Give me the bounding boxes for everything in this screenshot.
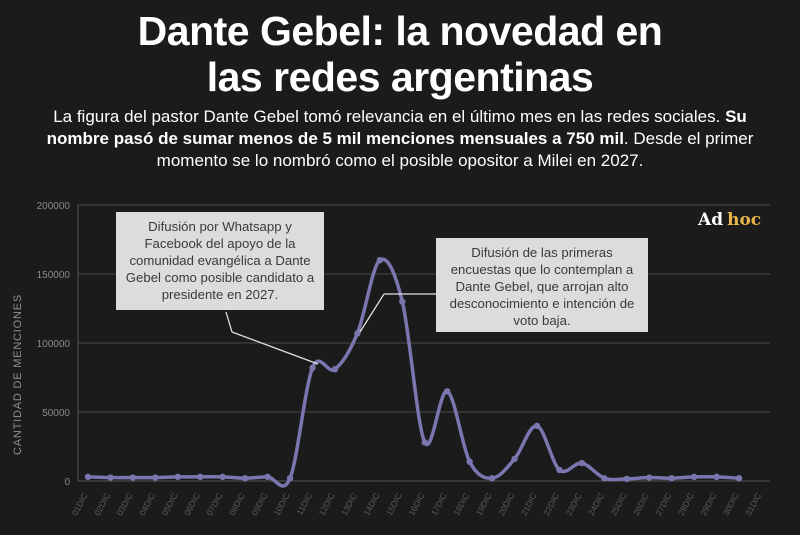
x-tick-label: 18DIC xyxy=(451,491,471,517)
data-point xyxy=(556,466,563,474)
x-tick-label: 16DIC xyxy=(406,491,426,517)
data-point xyxy=(713,473,720,481)
title-line-1: Dante Gebel: la novedad en xyxy=(137,8,663,54)
data-point xyxy=(578,459,586,467)
data-point xyxy=(264,473,271,481)
annotation-encuestas: Difusión de las primeras encuestas que l… xyxy=(436,238,648,332)
x-tick-label: 17DIC xyxy=(429,491,449,517)
data-point xyxy=(444,388,451,395)
data-point xyxy=(197,473,204,481)
data-point xyxy=(623,475,630,483)
x-tick-label: 27DIC xyxy=(653,491,673,517)
x-tick-label: 03DIC xyxy=(115,491,135,517)
x-tick-label: 06DIC xyxy=(182,491,202,517)
data-point xyxy=(84,473,92,481)
x-tick-label: 21DIC xyxy=(519,491,539,517)
annotation-leader-1-tick xyxy=(225,311,233,333)
y-axis-label: CANTIDAD DE MENCIONES xyxy=(12,293,24,455)
x-tick-label: 22DIC xyxy=(541,491,561,517)
data-point xyxy=(488,475,496,482)
data-point xyxy=(511,455,518,463)
x-tick-label: 31DIC xyxy=(743,491,763,517)
data-point xyxy=(690,473,698,481)
annotation-leader-1 xyxy=(231,331,319,365)
annotation-whatsapp: Difusión por Whatsapp y Facebook del apo… xyxy=(116,212,324,310)
data-point xyxy=(219,473,226,481)
x-tick-label: 13DIC xyxy=(339,491,359,517)
subtitle-text: La figura del pastor Dante Gebel tomó re… xyxy=(53,107,721,126)
logo-part-1: Ad xyxy=(698,210,724,230)
data-point xyxy=(533,422,541,429)
data-point xyxy=(309,364,316,372)
x-tick-label: 26DIC xyxy=(631,491,651,517)
data-point xyxy=(129,474,137,481)
data-point xyxy=(331,366,339,373)
chart-subtitle: La figura del pastor Dante Gebel tomó re… xyxy=(40,106,760,172)
subtitle-bold: Su nombre pasó de sumar menos de 5 mil m… xyxy=(46,107,747,148)
subtitle-end: . Desde el primer momento se lo nombró c… xyxy=(156,129,754,170)
title-line-2: las redes argentinas xyxy=(206,54,594,100)
logo-part-2: hoc xyxy=(727,210,762,230)
x-tick-label: 15DIC xyxy=(384,491,404,517)
x-tick-label: 12DIC xyxy=(317,491,337,517)
x-tick-label: 04DIC xyxy=(137,491,157,517)
y-tick-label: 150000 xyxy=(37,270,71,281)
annotation-leader-2 xyxy=(359,293,385,333)
x-tick-label: 19DIC xyxy=(474,491,494,517)
x-tick-label: 07DIC xyxy=(204,491,224,517)
x-tick-label: 08DIC xyxy=(227,491,247,517)
x-tick-label: 01DIC xyxy=(70,491,90,517)
annotation-whatsapp-text: Difusión por Whatsapp y Facebook del apo… xyxy=(125,219,315,302)
x-tick-label: 28DIC xyxy=(676,491,696,517)
x-tick-label: 29DIC xyxy=(698,491,718,517)
adhoc-logo: Ad hoc xyxy=(698,210,761,230)
data-point xyxy=(286,475,294,482)
data-point xyxy=(241,475,249,482)
x-tick-label: 09DIC xyxy=(249,491,269,517)
y-tick-label: 200000 xyxy=(37,201,71,212)
x-tick-label: 14DIC xyxy=(361,491,381,517)
x-tick-label: 23DIC xyxy=(564,491,584,517)
x-tick-label: 25DIC xyxy=(608,491,628,517)
data-point xyxy=(735,475,743,482)
data-point xyxy=(668,475,675,482)
x-tick-label: 11DIC xyxy=(294,491,314,516)
data-point xyxy=(174,473,181,481)
x-tick-label: 05DIC xyxy=(159,491,179,517)
data-point xyxy=(354,330,361,337)
x-tick-label: 24DIC xyxy=(586,491,606,517)
y-tick-label: 50000 xyxy=(42,408,70,419)
x-tick-label: 20DIC xyxy=(496,491,516,517)
data-point xyxy=(421,439,428,446)
annotation-encuestas-text: Difusión de las primeras encuestas que l… xyxy=(449,245,635,328)
data-point xyxy=(399,298,406,305)
data-point xyxy=(466,458,473,465)
y-tick-label: 0 xyxy=(64,477,70,488)
x-tick-label: 10DIC xyxy=(272,491,292,517)
data-point xyxy=(107,474,114,481)
data-point xyxy=(601,475,608,482)
data-point xyxy=(376,257,384,264)
y-tick-label: 100000 xyxy=(37,339,71,350)
x-tick-label: 02DIC xyxy=(92,491,112,517)
chart-title: Dante Gebel: la novedad en las redes arg… xyxy=(0,8,800,100)
x-tick-label: 30DIC xyxy=(721,491,741,517)
data-point xyxy=(152,474,159,481)
data-point xyxy=(646,474,653,481)
